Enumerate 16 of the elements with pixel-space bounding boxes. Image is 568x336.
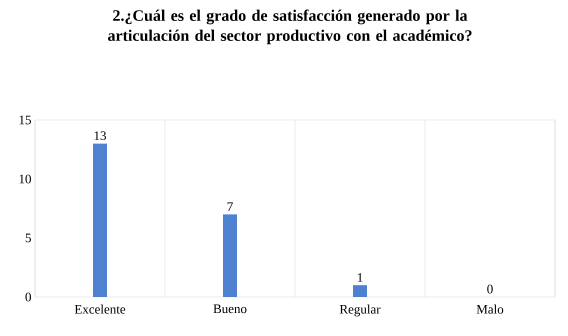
x-tick-label: Bueno xyxy=(213,304,246,314)
x-tick-label: Malo xyxy=(476,304,504,314)
x-tick-label: Excelente xyxy=(74,304,126,314)
y-tick-label: 10 xyxy=(20,174,31,184)
data-label: 7 xyxy=(228,202,233,211)
x-tick-label: Regular xyxy=(340,304,380,316)
y-tick-label: 5 xyxy=(26,234,31,242)
y-tick-label: 15 xyxy=(20,116,31,124)
bar xyxy=(93,144,108,297)
bar xyxy=(223,214,238,297)
data-label: 1 xyxy=(358,273,362,282)
bar xyxy=(353,285,367,297)
y-tick-label: 0 xyxy=(25,292,31,302)
chart-title: 2.¿Cuál es el grado de satisfacción generado por la articulación del sector productivo con el académico? xyxy=(108,10,472,44)
data-label: 13 xyxy=(94,131,106,140)
data-label: 0 xyxy=(487,284,493,294)
